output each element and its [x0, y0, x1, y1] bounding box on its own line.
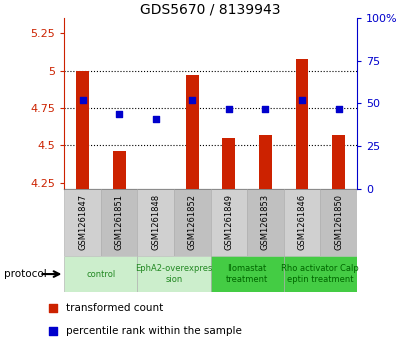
Text: GSM1261849: GSM1261849 — [225, 194, 233, 250]
Point — [50, 329, 56, 334]
Bar — [211, 189, 247, 256]
Point — [50, 305, 56, 311]
Bar — [101, 189, 137, 256]
Text: protocol: protocol — [4, 269, 47, 279]
Point — [262, 106, 269, 111]
Point — [299, 97, 305, 103]
Text: GSM1261853: GSM1261853 — [261, 194, 270, 250]
Bar — [174, 189, 211, 256]
Text: transformed count: transformed count — [66, 303, 163, 313]
Point — [116, 111, 122, 117]
Text: GSM1261850: GSM1261850 — [334, 194, 343, 250]
Bar — [320, 189, 357, 256]
Bar — [76, 70, 89, 189]
Bar — [247, 189, 284, 256]
Bar — [137, 189, 174, 256]
Bar — [211, 256, 284, 292]
Bar — [222, 138, 235, 189]
Bar — [332, 135, 345, 189]
Point — [152, 116, 159, 122]
Text: GSM1261852: GSM1261852 — [188, 194, 197, 250]
Bar — [113, 151, 126, 189]
Text: percentile rank within the sample: percentile rank within the sample — [66, 326, 242, 336]
Bar — [284, 189, 320, 256]
Point — [189, 97, 195, 103]
Text: GSM1261846: GSM1261846 — [298, 194, 307, 250]
Bar — [186, 75, 199, 189]
Text: GSM1261847: GSM1261847 — [78, 194, 87, 250]
Text: GSM1261851: GSM1261851 — [115, 194, 124, 250]
Point — [335, 106, 342, 111]
Bar — [259, 135, 272, 189]
Text: EphA2-overexpres
sion: EphA2-overexpres sion — [135, 264, 213, 284]
Bar — [64, 189, 101, 256]
Text: Rho activator Calp
eptin treatment: Rho activator Calp eptin treatment — [281, 264, 359, 284]
Bar — [295, 58, 308, 189]
Bar — [137, 256, 210, 292]
Bar — [64, 256, 137, 292]
Point — [226, 106, 232, 111]
Bar — [284, 256, 357, 292]
Point — [79, 97, 86, 103]
Text: control: control — [86, 270, 115, 278]
Text: GSM1261848: GSM1261848 — [151, 194, 160, 250]
Title: GDS5670 / 8139943: GDS5670 / 8139943 — [140, 3, 281, 17]
Text: Ilomastat
treatment: Ilomastat treatment — [226, 264, 269, 284]
